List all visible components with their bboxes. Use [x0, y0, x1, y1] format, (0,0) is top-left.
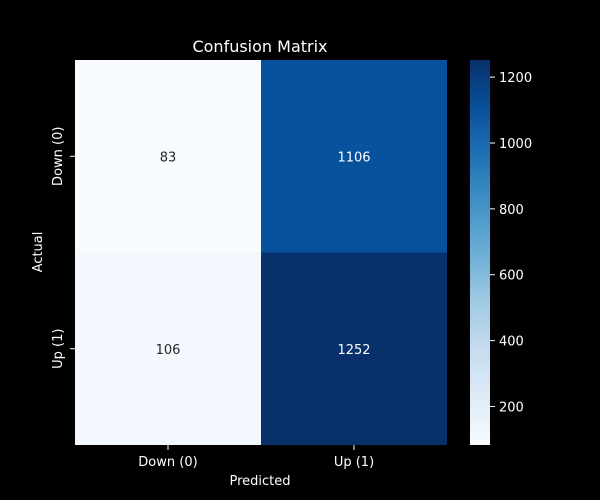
x-tick-label-0: Down (0): [138, 455, 197, 470]
heatmap-cell-labels: 83 1106 106 1252: [156, 150, 371, 358]
y-tick-label-0: Down (0): [51, 127, 66, 186]
cell-value-label-r0-c1: 1106: [337, 150, 370, 165]
colorbar-tick-label-4: 1000: [499, 137, 532, 152]
x-tick-label-1: Up (1): [334, 455, 374, 470]
x-axis-label: Predicted: [229, 474, 290, 489]
y-axis: Down (0) Up (1): [51, 127, 75, 369]
heatmap-cell-r0-c1: [261, 60, 447, 253]
heatmap-cell-r0-c0: [75, 60, 261, 253]
colorbar-tick-label-3: 800: [499, 203, 524, 218]
heatmap-cell-r1-c0: [75, 252, 261, 445]
cell-value-label-r1-c1: 1252: [337, 343, 370, 358]
colorbar-tick-label-0: 200: [499, 400, 524, 415]
y-tick-label-1: Up (1): [51, 329, 66, 369]
colorbar-tick-label-5: 1200: [499, 71, 532, 86]
heatmap-cells: [75, 60, 447, 445]
y-axis-label: Actual: [31, 232, 46, 273]
colorbar-tick-label-1: 400: [499, 335, 524, 350]
heatmap-cell-r1-c1: [261, 252, 447, 445]
colorbar: 200 400 600 800 1000 1200: [470, 60, 532, 445]
cell-value-label-r1-c0: 106: [156, 343, 181, 358]
x-axis: Down (0) Up (1): [138, 445, 374, 470]
colorbar-gradient: [470, 60, 490, 445]
colorbar-tick-label-2: 600: [499, 269, 524, 284]
chart-title: Confusion Matrix: [192, 37, 327, 56]
cell-value-label-r0-c0: 83: [160, 150, 177, 165]
